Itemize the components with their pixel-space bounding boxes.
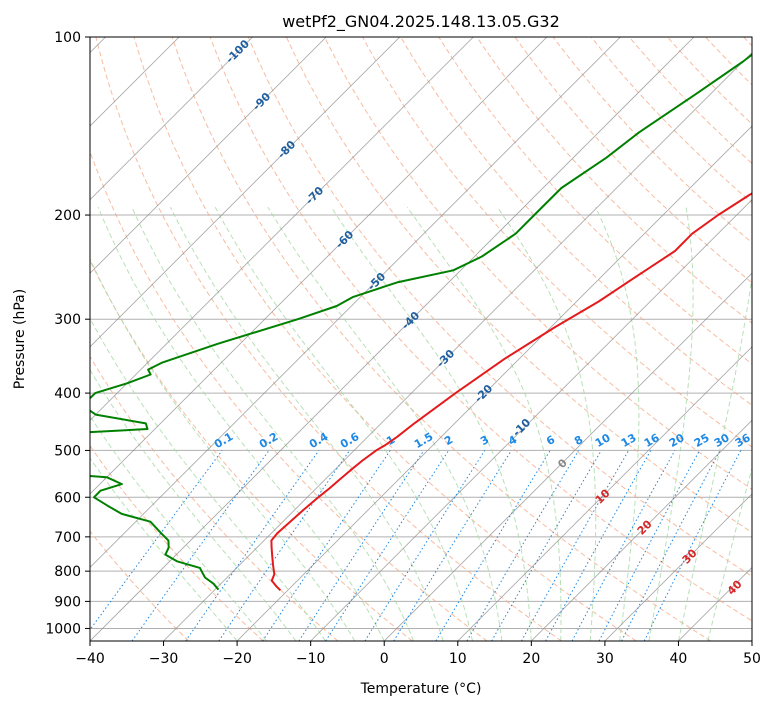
chart-title: wetPf2_GN04.2025.148.13.05.G32 [282,12,560,32]
mixing-ratio-line [131,450,270,641]
isotherm-line [751,640,752,641]
isotherms [90,37,752,641]
isotherm-line [90,37,548,495]
dry-adiabat-line [90,355,339,641]
mixing-ratio-line [325,450,450,641]
dry-adiabat-line [247,37,752,577]
y-tick-label: 800 [54,564,81,580]
moist-adiabat-line [90,317,326,641]
isotherm-line [90,37,327,274]
isotherm-line [531,419,752,641]
y-tick-label: 700 [54,530,81,546]
temperature-profile-line [270,192,752,592]
moist-adiabat-line [90,415,267,641]
dry-adiabat-line [476,37,752,324]
mixing-ratio-line [185,450,320,641]
isotherm-line [90,37,474,421]
moist-adiabat-line [97,207,385,641]
x-tick-label: −20 [222,651,252,667]
y-tick-label: 600 [54,490,81,506]
x-tick-label: 40 [670,651,688,667]
moist-adiabat-line [330,206,532,641]
isotherm-line [457,346,752,641]
moist-adiabat-line [707,466,752,641]
dry-adiabat-line [90,150,488,641]
y-tick-label: 500 [54,443,81,459]
x-tick-label: 10 [449,651,467,667]
dewpoint-profile-line [90,53,752,591]
dry-adiabat-line [133,37,637,641]
mixing-ratio-line [298,450,425,641]
mixing-ratio-line [218,450,351,641]
dry-adiabat-line [95,37,562,641]
moist-adiabat-line [90,257,356,641]
sounding-profiles [90,53,752,592]
dry-adiabat-line [90,530,190,641]
moist-adiabat-line [267,206,503,641]
x-axis-label: Temperature (°C) [360,681,482,697]
mixing-ratio-line [521,450,630,641]
moist-adiabat-line [131,206,415,641]
plot-frame [89,36,753,642]
x-tick-label: 20 [522,651,540,667]
y-tick-label: 200 [54,208,81,224]
mixing-ratio-lines [90,450,742,641]
y-tick-label: 100 [54,30,81,46]
dry-adiabat-line [590,37,752,204]
y-tick-label: 1000 [45,621,81,637]
y-tick-label: 900 [54,594,81,610]
dry-adiabat-line [400,37,752,406]
x-tick-label: −10 [296,651,326,667]
dry-adiabats [90,37,752,641]
x-tick-label: −30 [149,651,179,667]
dry-adiabat-line [90,259,413,641]
mixing-ratio-line [643,450,742,641]
dry-adiabat-line [285,37,752,534]
isotherm-line [90,37,621,569]
isotherm-line [90,37,401,348]
isotherm-line [383,272,752,641]
mixing-ratio-line [90,450,223,631]
x-tick-label: 30 [596,651,614,667]
y-tick-label: 300 [54,312,81,328]
axis-ticks: −40 −30 −20 −10 0 10 20 30 40 50 100 200 300 400 500 60… [45,30,761,667]
pressure-gridlines [90,37,752,629]
moist-adiabat-line [90,457,238,641]
moist-adiabat-line [648,207,694,641]
y-tick-label: 400 [54,386,81,402]
isotherm-line [310,199,752,641]
y-axis-label: Pressure (hPa) [12,289,28,389]
x-tick-label: 0 [380,651,389,667]
moist-adiabat-line [677,274,752,641]
dry-adiabat-line [324,37,752,490]
mixing-ratio-line [545,450,652,641]
mixing-ratio-line [262,450,391,641]
x-tick-label: −40 [75,651,105,667]
isotherm-line [604,493,752,641]
isotherm-line [90,37,695,641]
isotherm-line [163,51,752,641]
dry-adiabat-line [209,37,752,622]
moist-adiabat-line [169,206,444,641]
isotherm-line [90,37,253,201]
dry-adiabat-line [514,37,752,284]
mixing-ratio-line [393,450,512,641]
dry-adiabat-line [438,37,752,365]
mixing-ratio-line [571,450,676,641]
isotherm-line [236,125,752,641]
x-tick-label: 50 [743,651,761,667]
dry-adiabat-line [171,37,712,641]
plot-area [90,37,752,641]
